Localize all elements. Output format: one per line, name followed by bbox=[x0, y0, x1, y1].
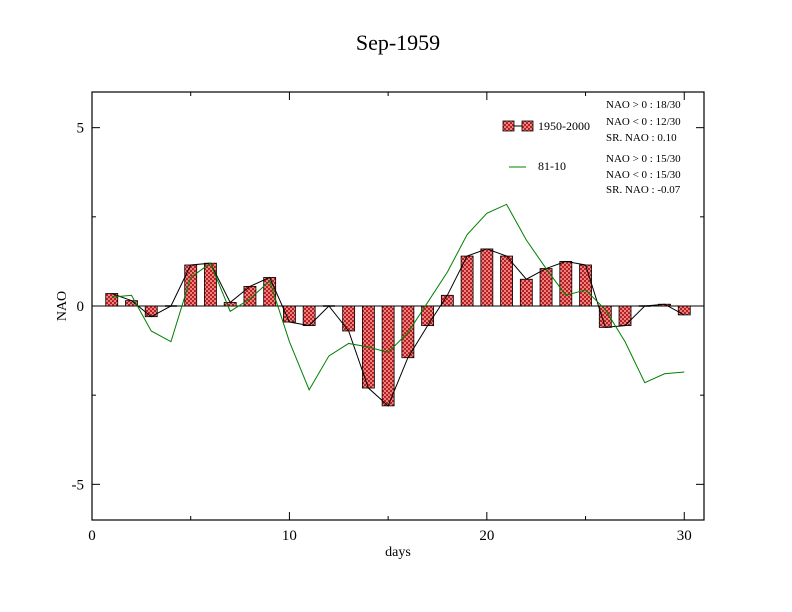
bar-day-5 bbox=[185, 265, 197, 306]
bar-day-22 bbox=[520, 279, 532, 306]
bar-day-30 bbox=[678, 306, 690, 315]
legend-label-1950-2000: 1950-2000 bbox=[538, 119, 590, 133]
y-tick-label: -5 bbox=[72, 477, 85, 493]
stats-1950-nao-positive: NAO > 0 : 18/30 bbox=[606, 99, 681, 111]
y-tick-label: 0 bbox=[77, 299, 85, 315]
bar-day-25 bbox=[580, 265, 592, 306]
bar-day-10 bbox=[283, 306, 295, 322]
line-81-10-path bbox=[112, 204, 685, 389]
stats-1950-nao-negative: NAO < 0 : 12/30 bbox=[606, 116, 681, 128]
bar-day-3 bbox=[145, 306, 157, 317]
x-axis-title: days bbox=[385, 545, 411, 560]
legend-swatch-bar-left bbox=[503, 121, 514, 131]
stats-block: NAO > 0 : 18/30 NAO < 0 : 12/30 SR. NAO … bbox=[606, 99, 681, 196]
x-tick-label: 0 bbox=[88, 528, 96, 544]
stats-81-nao-positive: NAO > 0 : 15/30 bbox=[606, 153, 681, 165]
chart-title: Sep-1959 bbox=[356, 30, 440, 55]
bar-day-18 bbox=[441, 295, 453, 306]
bar-day-24 bbox=[560, 261, 572, 306]
stats-1950-sr-nao: SR. NAO : 0.10 bbox=[606, 132, 677, 144]
bar-day-6 bbox=[204, 263, 216, 306]
bar-day-11 bbox=[303, 306, 315, 326]
x-tick-label: 20 bbox=[479, 528, 494, 544]
legend: 1950-2000 81-10 bbox=[503, 119, 590, 173]
stats-81-sr-nao: SR. NAO : -0.07 bbox=[606, 184, 681, 196]
bar-day-20 bbox=[481, 249, 493, 306]
line-81-10 bbox=[112, 204, 685, 389]
legend-label-81-10: 81-10 bbox=[538, 159, 566, 173]
stats-81-nao-negative: NAO < 0 : 15/30 bbox=[606, 169, 681, 181]
y-axis-title: NAO bbox=[55, 291, 70, 321]
bar-day-15 bbox=[382, 306, 394, 406]
bar-day-21 bbox=[501, 256, 513, 306]
x-tick-label: 10 bbox=[282, 528, 297, 544]
bar-day-27 bbox=[619, 306, 631, 326]
legend-swatch-bar-right bbox=[522, 121, 533, 131]
y-tick-label: 5 bbox=[77, 121, 85, 137]
bar-day-13 bbox=[343, 306, 355, 331]
x-tick-label: 30 bbox=[677, 528, 692, 544]
